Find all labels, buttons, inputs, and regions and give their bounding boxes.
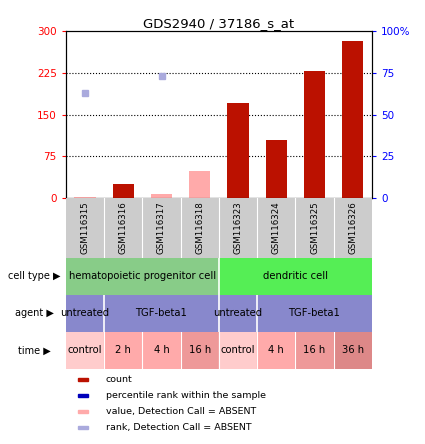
Bar xyxy=(78,410,88,413)
Text: 4 h: 4 h xyxy=(153,345,170,356)
Bar xyxy=(113,184,134,198)
Bar xyxy=(257,332,295,369)
Text: percentile rank within the sample: percentile rank within the sample xyxy=(106,391,266,400)
Bar xyxy=(227,103,249,198)
Bar xyxy=(78,378,88,381)
Text: untreated: untreated xyxy=(213,308,263,318)
Bar xyxy=(304,71,325,198)
Bar xyxy=(78,393,88,396)
Text: 4 h: 4 h xyxy=(268,345,284,356)
Bar xyxy=(78,426,88,429)
Text: 2 h: 2 h xyxy=(115,345,131,356)
Text: GSM116316: GSM116316 xyxy=(119,202,128,254)
Bar xyxy=(66,198,104,258)
Text: 16 h: 16 h xyxy=(303,345,326,356)
Bar xyxy=(66,332,104,369)
Text: GSM116324: GSM116324 xyxy=(272,202,281,254)
Bar xyxy=(257,295,372,332)
Text: GSM116317: GSM116317 xyxy=(157,202,166,254)
Bar xyxy=(342,40,363,198)
Text: dendritic cell: dendritic cell xyxy=(263,271,328,281)
Bar xyxy=(104,295,219,332)
Bar xyxy=(219,295,257,332)
Text: time ▶: time ▶ xyxy=(17,345,51,356)
Bar xyxy=(334,198,372,258)
Bar xyxy=(104,332,142,369)
Bar xyxy=(295,332,334,369)
Bar xyxy=(295,198,334,258)
Text: cell type ▶: cell type ▶ xyxy=(8,271,60,281)
Bar xyxy=(74,197,96,198)
Bar xyxy=(151,194,172,198)
Bar xyxy=(181,198,219,258)
Bar xyxy=(66,258,219,295)
Bar xyxy=(334,332,372,369)
Text: GSM116325: GSM116325 xyxy=(310,202,319,254)
Text: untreated: untreated xyxy=(60,308,110,318)
Text: agent ▶: agent ▶ xyxy=(14,308,54,318)
Text: control: control xyxy=(68,345,102,356)
Bar xyxy=(181,332,219,369)
Text: control: control xyxy=(221,345,255,356)
Text: rank, Detection Call = ABSENT: rank, Detection Call = ABSENT xyxy=(106,423,251,432)
Text: 36 h: 36 h xyxy=(342,345,364,356)
Bar xyxy=(189,171,210,198)
Text: GSM116318: GSM116318 xyxy=(195,202,204,254)
Bar xyxy=(219,332,257,369)
Bar xyxy=(257,198,295,258)
Text: TGF-beta1: TGF-beta1 xyxy=(289,308,340,318)
Text: value, Detection Call = ABSENT: value, Detection Call = ABSENT xyxy=(106,407,256,416)
Bar xyxy=(219,198,257,258)
Text: 16 h: 16 h xyxy=(189,345,211,356)
Text: GSM116323: GSM116323 xyxy=(233,202,243,254)
Text: GSM116326: GSM116326 xyxy=(348,202,357,254)
Text: GSM116315: GSM116315 xyxy=(80,202,90,254)
Bar xyxy=(104,198,142,258)
Title: GDS2940 / 37186_s_at: GDS2940 / 37186_s_at xyxy=(143,17,295,30)
Bar xyxy=(142,332,181,369)
Bar xyxy=(266,140,287,198)
Bar xyxy=(219,258,372,295)
Bar xyxy=(66,295,104,332)
Text: hematopoietic progenitor cell: hematopoietic progenitor cell xyxy=(69,271,216,281)
Bar xyxy=(142,198,181,258)
Text: TGF-beta1: TGF-beta1 xyxy=(136,308,187,318)
Text: count: count xyxy=(106,375,133,384)
